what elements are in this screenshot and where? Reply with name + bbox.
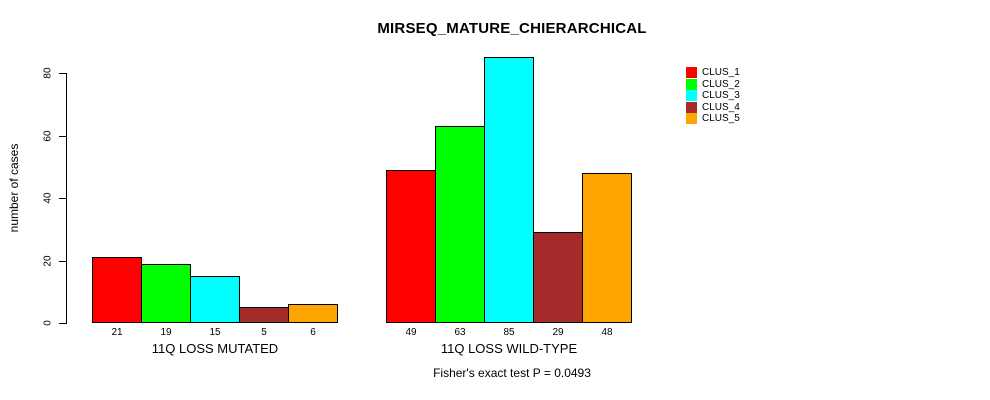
x-axis-group-label: 11Q LOSS WILD-TYPE: [440, 341, 578, 356]
legend-item: CLUS_5: [686, 113, 740, 124]
legend-swatch-clus_1: [686, 67, 697, 78]
y-axis-tick: [59, 198, 66, 199]
y-axis-tick: [59, 73, 66, 74]
bar-clus_4-group1: [239, 307, 289, 323]
bar-clus_2-group2: [435, 126, 485, 323]
bar-value-label: 15: [209, 327, 221, 338]
bar-value-label: 5: [261, 327, 267, 338]
legend-swatch-clus_4: [686, 102, 697, 113]
y-axis-tick: [59, 136, 66, 137]
y-axis-tick: [59, 261, 66, 262]
legend-item: CLUS_3: [686, 90, 740, 101]
bar-value-label: 49: [405, 327, 417, 338]
bar-value-label: 63: [454, 327, 466, 338]
legend-label: CLUS_3: [702, 90, 740, 101]
chart-title: MIRSEQ_MATURE_CHIERARCHICAL: [377, 20, 647, 37]
bar-value-label: 19: [160, 327, 172, 338]
y-axis-tick: [59, 323, 66, 324]
bar-clus_5-group2: [582, 173, 632, 323]
y-axis-tick-label: 20: [42, 255, 54, 267]
bar-value-label: 85: [503, 327, 515, 338]
y-axis-tick-label: 40: [42, 192, 54, 204]
y-axis-tick-label: 60: [42, 130, 54, 142]
legend-swatch-clus_5: [686, 113, 697, 124]
bar-clus_1-group1: [92, 257, 142, 323]
y-axis-tick-label: 80: [42, 67, 54, 79]
bar-clus_4-group2: [533, 232, 583, 323]
bar-value-label: 21: [111, 327, 123, 338]
legend-label: CLUS_1: [702, 67, 740, 78]
x-axis-group-label: 11Q LOSS MUTATED: [151, 341, 279, 356]
legend-item: CLUS_1: [686, 67, 740, 78]
bar-value-label: 6: [310, 327, 316, 338]
legend-label: CLUS_4: [702, 102, 740, 113]
bar-value-label: 29: [552, 327, 564, 338]
y-axis-label: number of cases: [7, 143, 21, 233]
bar-clus_5-group1: [288, 304, 338, 323]
legend-swatch-clus_3: [686, 90, 697, 101]
bar-clus_3-group1: [190, 276, 240, 323]
legend-item: CLUS_4: [686, 102, 740, 113]
bar-clus_1-group2: [386, 170, 436, 323]
bar-clus_2-group1: [141, 264, 191, 323]
legend-swatch-clus_2: [686, 79, 697, 90]
y-axis-tick-label: 0: [42, 320, 54, 326]
legend-label: CLUS_5: [702, 113, 740, 124]
legend-label: CLUS_2: [702, 79, 740, 90]
bar-value-label: 48: [601, 327, 613, 338]
legend-item: CLUS_2: [686, 79, 740, 90]
bar-clus_3-group2: [484, 57, 534, 323]
y-axis-line: [66, 73, 67, 324]
annotation-text: Fisher's exact test P = 0.0493: [433, 366, 591, 380]
